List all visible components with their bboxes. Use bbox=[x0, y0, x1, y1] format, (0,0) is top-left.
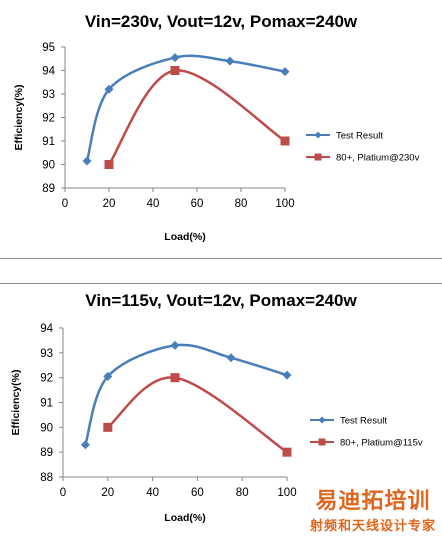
data-point-diamond bbox=[280, 67, 290, 77]
y-tick-label: 90 bbox=[42, 160, 55, 172]
y-tick-label: 92 bbox=[40, 373, 53, 385]
data-point-diamond bbox=[170, 53, 180, 63]
y-tick-label: 89 bbox=[42, 183, 55, 195]
watermark-main: 易迪拓培训 bbox=[315, 489, 431, 514]
y-tick-label: 94 bbox=[40, 323, 53, 335]
y-tick-label: 94 bbox=[42, 66, 55, 78]
data-point-diamond bbox=[226, 353, 236, 363]
y-axis-title: Efficiency(%) bbox=[13, 85, 25, 151]
data-point-diamond bbox=[80, 440, 90, 450]
x-tick-label: 20 bbox=[103, 198, 116, 210]
x-tick-label: 60 bbox=[191, 198, 204, 210]
chart-panel-top: Vin=230v, Vout=12v, Pomax=240w 89 90 91 92 9… bbox=[0, 0, 442, 258]
watermark-logo: 易迪拓培训 射频和天线设计专家 bbox=[310, 483, 436, 534]
x-tick-label: 100 bbox=[277, 487, 296, 499]
data-point-diamond bbox=[225, 56, 235, 66]
data-point-square bbox=[170, 373, 180, 383]
x-tick-label: 0 bbox=[62, 198, 68, 210]
chart-title: Vin=115v, Vout=12v, Pomax=240w bbox=[85, 291, 357, 310]
x-axis-title: Load(%) bbox=[164, 231, 205, 243]
x-tick-label: 80 bbox=[236, 487, 249, 499]
x-tick-label: 100 bbox=[275, 198, 294, 210]
chart-panel-bottom: Vin=115v, Vout=12v, Pomax=240w 88 89 90 91 9… bbox=[0, 283, 442, 538]
chart-svg: 89 90 91 92 93 94 95 0 20 40 60 80 100 Load(%) Efficie… bbox=[13, 42, 420, 243]
chart-title: Vin=230v, Vout=12v, Pomax=240w bbox=[84, 12, 358, 31]
data-point-diamond bbox=[282, 370, 292, 380]
x-axis-title: Load(%) bbox=[164, 512, 205, 524]
divider bbox=[0, 258, 442, 259]
y-tick-label: 92 bbox=[42, 113, 55, 125]
y-tick-label: 93 bbox=[42, 89, 55, 101]
legend-label: Test Result bbox=[340, 416, 387, 427]
data-point-square bbox=[104, 160, 114, 169]
y-axis-title: Efficiency(%) bbox=[10, 370, 22, 436]
x-tick-label: 20 bbox=[101, 487, 114, 499]
data-point-diamond bbox=[82, 156, 92, 166]
data-point-square bbox=[280, 136, 290, 146]
legend-marker bbox=[318, 416, 326, 424]
chart-svg: 88 89 90 91 92 93 94 0 20 40 60 80 100 Load(%) Efficie… bbox=[10, 323, 423, 524]
legend-marker bbox=[314, 131, 322, 139]
data-point-square bbox=[282, 447, 292, 457]
x-tick-label: 40 bbox=[147, 198, 160, 210]
x-tick-label: 60 bbox=[191, 487, 204, 499]
legend-marker bbox=[318, 438, 326, 446]
x-tick-label: 80 bbox=[235, 198, 248, 210]
watermark-sub: 射频和天线设计专家 bbox=[309, 519, 436, 534]
y-tick-label: 91 bbox=[40, 398, 53, 410]
y-tick-label: 93 bbox=[40, 348, 53, 360]
legend-marker bbox=[314, 153, 322, 161]
legend-label: Test Result bbox=[336, 131, 383, 142]
divider bbox=[0, 283, 442, 284]
x-tick-label: 40 bbox=[146, 487, 159, 499]
data-point-diamond bbox=[104, 84, 114, 94]
series-line bbox=[106, 376, 288, 454]
data-point-diamond bbox=[170, 340, 180, 350]
legend-label: 80+, Platium@230v bbox=[336, 153, 420, 164]
data-point-diamond bbox=[103, 371, 113, 381]
series-line bbox=[107, 69, 286, 166]
y-tick-label: 95 bbox=[42, 42, 55, 54]
data-point-square bbox=[103, 422, 113, 432]
x-tick-label: 0 bbox=[60, 487, 66, 499]
y-tick-label: 88 bbox=[40, 472, 53, 484]
data-point-square bbox=[170, 66, 180, 75]
legend-label: 80+, Platium@115v bbox=[340, 438, 423, 449]
y-tick-label: 90 bbox=[40, 422, 53, 434]
y-tick-label: 89 bbox=[40, 447, 53, 459]
y-tick-label: 91 bbox=[42, 136, 55, 148]
